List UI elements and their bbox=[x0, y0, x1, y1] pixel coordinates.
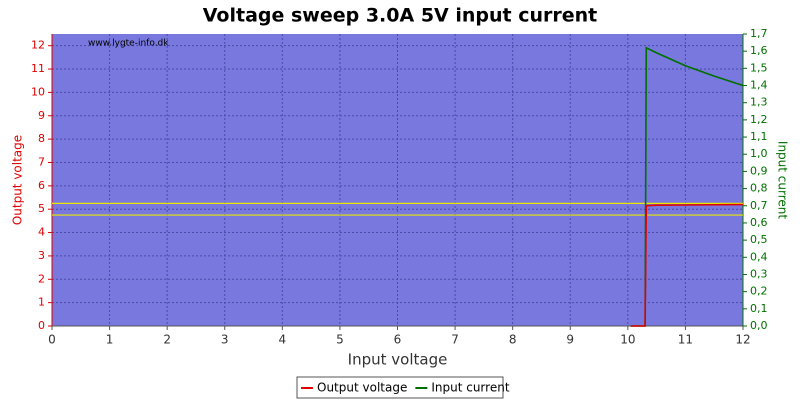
y2-tick-label: 0,8 bbox=[750, 182, 768, 195]
y-tick-label: 6 bbox=[38, 179, 45, 192]
y2-tick-label: 1,0 bbox=[750, 147, 768, 160]
y2-tick-label: 0,0 bbox=[750, 319, 768, 332]
y-tick-label: 7 bbox=[38, 155, 45, 168]
y2-tick-label: 1,1 bbox=[750, 130, 768, 143]
watermark: www.lygte-info.dk bbox=[88, 39, 169, 49]
y2-tick-label: 0,4 bbox=[750, 250, 768, 263]
series-line bbox=[630, 203, 744, 327]
x-axis-title: Input voltage bbox=[348, 351, 448, 369]
x-tick-label: 1 bbox=[106, 333, 114, 347]
y2-tick-label: 0,7 bbox=[750, 199, 768, 212]
y2-tick-label: 0,9 bbox=[750, 164, 768, 177]
chart-title: Voltage sweep 3.0A 5V input current bbox=[203, 5, 598, 27]
x-tick-label: 5 bbox=[336, 333, 344, 347]
y-tick-label: 1 bbox=[38, 296, 45, 309]
legend-label: Output voltage bbox=[317, 381, 407, 395]
y-axis-title: Output voltage bbox=[11, 135, 25, 225]
y-tick-label: 8 bbox=[38, 132, 45, 145]
y2-tick-label: 0,1 bbox=[750, 302, 768, 315]
y2-axis-title: Input current bbox=[776, 141, 790, 219]
y2-tick-label: 1,2 bbox=[750, 113, 768, 126]
legend-box bbox=[296, 376, 504, 399]
x-tick-label: 2 bbox=[163, 333, 171, 347]
x-tick-label: 6 bbox=[394, 333, 402, 347]
y-tick-label: 12 bbox=[31, 39, 45, 52]
x-tick-label: 11 bbox=[678, 333, 693, 347]
y2-tick-label: 0,6 bbox=[750, 216, 768, 229]
x-tick-label: 12 bbox=[735, 333, 750, 347]
y-tick-label: 5 bbox=[38, 202, 45, 215]
y2-tick-label: 1,4 bbox=[750, 79, 768, 92]
x-tick-label: 9 bbox=[566, 333, 574, 347]
x-tick-label: 7 bbox=[451, 333, 459, 347]
x-tick-label: 8 bbox=[509, 333, 517, 347]
y-tick-label: 9 bbox=[38, 109, 45, 122]
y2-tick-label: 1,3 bbox=[750, 96, 768, 109]
y2-tick-label: 0,2 bbox=[750, 285, 768, 298]
y2-tick-label: 0,3 bbox=[750, 267, 768, 280]
y-tick-label: 10 bbox=[31, 85, 45, 98]
y-tick-label: 3 bbox=[38, 249, 45, 262]
y-tick-label: 2 bbox=[38, 272, 45, 285]
x-tick-label: 3 bbox=[221, 333, 229, 347]
y-tick-label: 11 bbox=[31, 62, 45, 75]
y2-tick-label: 0,5 bbox=[750, 233, 768, 246]
y2-tick-label: 1,6 bbox=[750, 44, 768, 57]
x-tick-label: 0 bbox=[48, 333, 56, 347]
y2-tick-label: 1,7 bbox=[750, 27, 768, 40]
y2-tick-label: 1,5 bbox=[750, 61, 768, 74]
legend-label: Input current bbox=[431, 381, 509, 395]
y-tick-label: 4 bbox=[38, 226, 45, 239]
y-tick-label: 0 bbox=[38, 319, 45, 332]
x-tick-label: 10 bbox=[620, 333, 635, 347]
x-tick-label: 4 bbox=[279, 333, 287, 347]
